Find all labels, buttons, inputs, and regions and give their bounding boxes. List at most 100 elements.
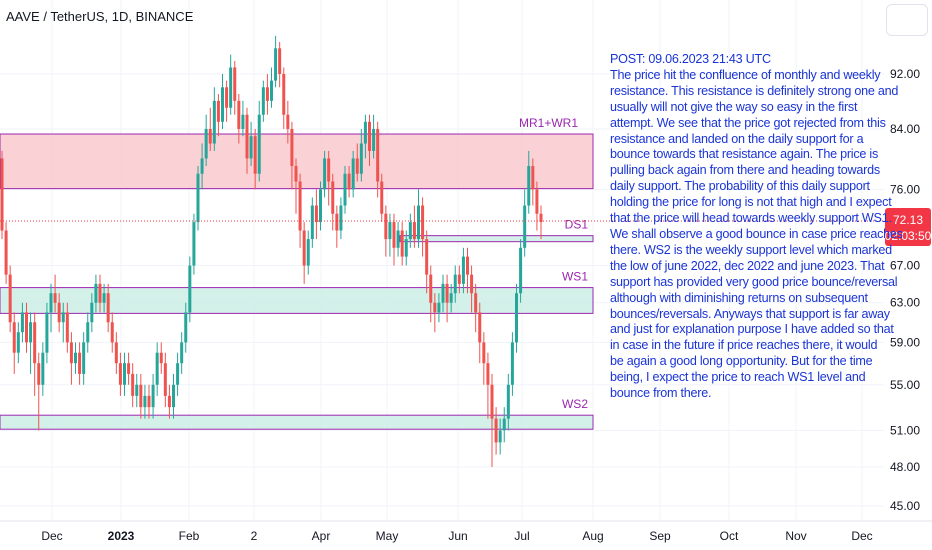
candle [323,150,327,198]
candle [494,407,498,455]
candle [12,312,16,374]
candle-body [380,181,384,214]
candle [274,35,278,88]
zone-label: DS1 [565,218,589,232]
note-line: We shall observe a good bounce in case p… [610,226,903,241]
candle-body [102,293,106,303]
candle-body [57,302,61,323]
note-line: attempt. We see that the price got rejec… [610,115,886,130]
candle-body [16,332,20,353]
y-tick-label: 84.00 [890,122,920,136]
candle [147,384,151,419]
candle-body [20,312,24,333]
candle-body [396,230,400,248]
x-tick-label: Sep [649,529,671,543]
candle [368,114,371,167]
candle-body [4,230,8,275]
symbol-title[interactable]: AAVE / TetherUS, 1D, BINANCE [6,9,194,24]
candle-body [482,342,486,364]
time-axis[interactable]: Dec 2023 Feb 2 Apr May Jun Jul Aug Sep Oct Nov Dec [0,520,932,543]
candle-body [147,395,151,408]
zone-ws1[interactable] [0,287,594,314]
note-line: resistance and landed on the daily suppo… [610,131,864,146]
candlestick-series [0,35,884,468]
candle-body [535,189,539,214]
candle [327,150,331,206]
candle [331,173,335,231]
candle-body [204,128,208,159]
candle [506,373,510,431]
candle-body [466,256,469,275]
zone-label: MR1+WR1 [519,116,578,130]
candle-body [249,136,253,159]
candle-body [188,265,192,313]
note-line: The price hit the confluence of monthly … [610,67,881,82]
candle [270,67,273,108]
candle-body [114,342,118,364]
candle-body [241,114,245,129]
candle [212,87,216,151]
candle [0,150,4,240]
candle-body [233,67,237,101]
candle [515,283,518,353]
candle [237,94,241,144]
candle [143,384,147,419]
note-line: be again a good long opportunity. But fo… [610,354,873,369]
candle-body [159,352,163,364]
note-line: daily support. The probability of this d… [610,179,870,194]
note-line: bounces/reversals. Anyways that support … [610,306,890,321]
candle [449,283,453,313]
candle [339,197,343,240]
candle [278,42,282,88]
candle-body [327,158,331,182]
candle-body [94,283,98,303]
candle [41,342,45,396]
zone-ws2[interactable] [0,414,594,430]
y-tick-label: 92.00 [890,67,920,81]
candle [425,230,429,294]
candle-body [478,312,482,343]
candle-body [253,136,257,174]
candle-body [200,158,204,174]
candle [355,143,359,182]
analysis-note: POST: 09.06.2023 21:43 UTC The price hit … [610,52,903,402]
candle [106,283,110,333]
candle-body [86,322,90,343]
candle [253,128,257,190]
candle-body [519,247,523,294]
candle [216,94,220,137]
candle-body [506,384,510,419]
candle-body [49,293,53,313]
candle-body [208,128,212,144]
note-line: bounce towards that resistance again. Th… [610,147,878,162]
candle [82,332,86,385]
candle [163,352,167,408]
candle [417,189,420,248]
candle [57,293,61,333]
note-line: resistance. This resistance is definitel… [610,83,899,98]
candle-body [216,100,220,122]
candle [372,114,376,159]
candle-body [461,256,465,284]
candle [347,166,351,198]
candle-body [457,274,461,284]
candle [94,274,98,313]
y-tick-label: 76.00 [890,182,920,196]
candle-body [306,239,310,266]
candle-body [437,302,441,313]
candle-body [12,322,16,353]
candle [225,80,229,122]
candle [74,342,77,374]
zone-ds1[interactable] [399,235,594,243]
candle-body [343,173,347,206]
candle [441,274,445,313]
price-axis[interactable]: 92.00 84.00 76.00 67.00 63.00 59.00 55.00 51.00… [890,67,920,513]
candle [363,114,367,159]
candle-body [290,128,294,167]
candle [61,302,65,343]
candle [155,342,159,396]
scale-settings-button[interactable] [886,4,928,36]
candle [49,283,53,333]
candle-body [237,100,241,129]
